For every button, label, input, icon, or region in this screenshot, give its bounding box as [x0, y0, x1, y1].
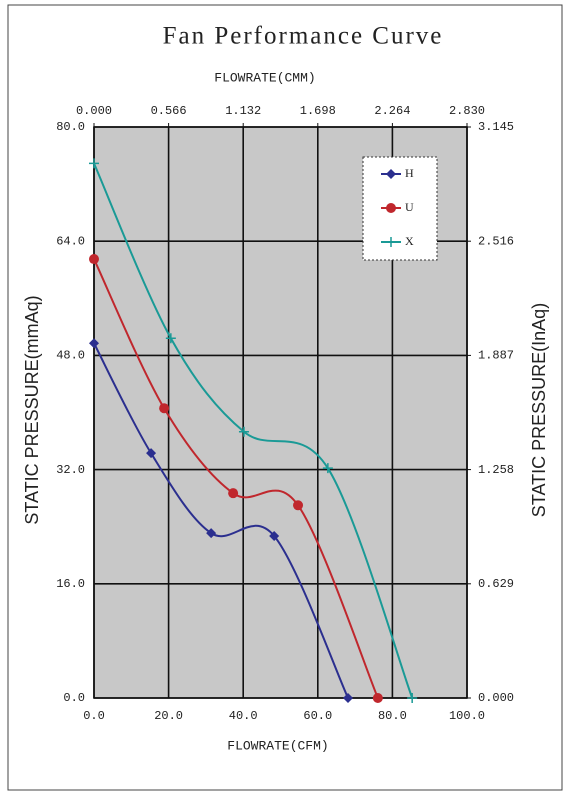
marker [89, 254, 99, 265]
x2-tick-label: 2.830 [449, 104, 485, 118]
marker [407, 693, 418, 703]
x2-tick-label: 2.264 [374, 104, 410, 118]
marker [322, 463, 333, 474]
x-tick-label: 60.0 [303, 709, 332, 723]
x2-tick-label: 0.566 [151, 104, 187, 118]
x2-axis-label: FLOWRATE(CMM) [214, 70, 315, 85]
legend-marker [386, 203, 396, 213]
y2-tick-label: 0.629 [478, 577, 514, 591]
y2-axis-label: STATIC PRESSURE(InAq) [529, 303, 549, 517]
x-tick-label: 80.0 [378, 709, 407, 723]
x-tick-label: 0.0 [83, 709, 105, 723]
marker [228, 488, 239, 499]
marker [293, 500, 304, 511]
marker [89, 158, 99, 169]
legend-label: X [405, 234, 414, 248]
x2-tick-label: 1.698 [300, 104, 336, 118]
marker [269, 530, 280, 541]
marker [372, 693, 383, 703]
chart-title: Fan Performance Curve [163, 23, 444, 50]
legend-label: H [405, 166, 414, 180]
marker [165, 333, 176, 344]
legend: H U X [381, 166, 414, 248]
y2-tick-label: 0.000 [478, 691, 514, 705]
x2-tick-label: 1.132 [225, 104, 261, 118]
marker [146, 448, 157, 459]
grid: 0.0 20.0 40.0 60.0 80.0 100.0 0.0 16.0 32.0 48.0 6… [56, 104, 514, 723]
y2-tick-label: 1.258 [478, 463, 514, 477]
y-tick-label: 48.0 [56, 349, 85, 363]
y2-tick-label: 3.145 [478, 120, 514, 134]
y-tick-label: 0.0 [63, 691, 85, 705]
x-tick-label: 40.0 [229, 709, 258, 723]
marker [89, 338, 99, 349]
marker [238, 426, 249, 437]
series [89, 158, 418, 703]
legend-marker [386, 237, 396, 247]
legend-marker [386, 169, 396, 179]
legend-label: U [405, 200, 414, 214]
x-axis-label: FLOWRATE(CFM) [227, 738, 328, 753]
y-tick-label: 16.0 [56, 577, 85, 591]
y-tick-label: 32.0 [56, 463, 85, 477]
y-tick-label: 80.0 [56, 120, 85, 134]
y-tick-label: 64.0 [56, 234, 85, 248]
series-line [93, 162, 414, 699]
y2-tick-label: 2.516 [478, 234, 514, 248]
marker [159, 403, 170, 414]
frame [7, 4, 563, 791]
y-axis-label: STATIC PRESSURE(mmAq) [22, 295, 42, 524]
x-tick-label: 100.0 [449, 709, 485, 723]
x2-tick-label: 0.000 [76, 104, 112, 118]
plot-border [93, 126, 468, 699]
marker [206, 528, 217, 539]
x-tick-label: 20.0 [154, 709, 183, 723]
y2-tick-label: 1.887 [478, 349, 514, 363]
marker [343, 693, 354, 703]
